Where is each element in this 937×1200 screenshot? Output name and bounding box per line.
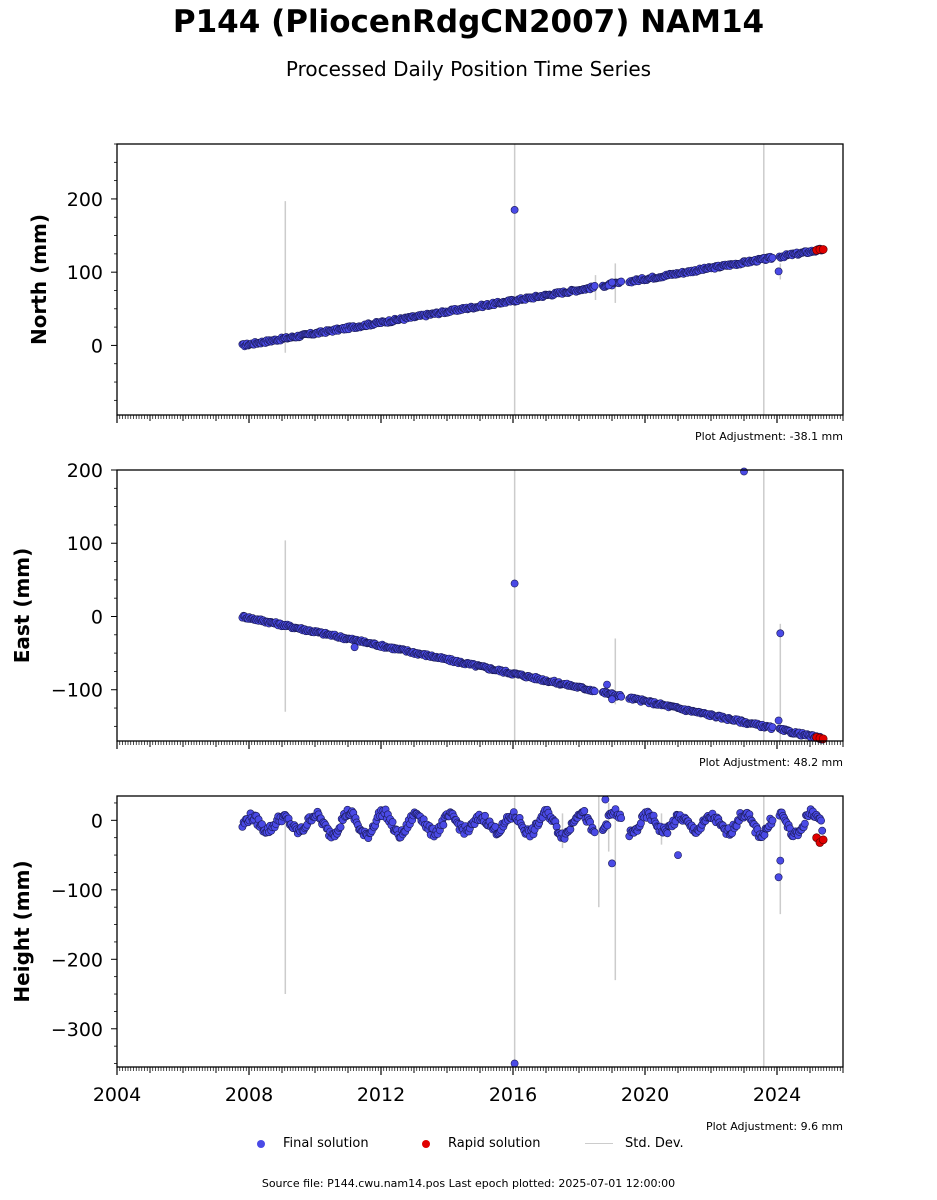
final-point — [617, 692, 626, 701]
rapid-point — [818, 835, 828, 845]
legend-std: Std. Dev. — [585, 1136, 684, 1151]
final-point — [663, 829, 672, 838]
y-tick-label: −100 — [51, 680, 103, 702]
final-point — [776, 856, 785, 865]
final-point — [388, 818, 397, 826]
final-point — [350, 643, 359, 652]
rapid-solution-marker-icon — [422, 1139, 430, 1148]
axes-frame — [116, 143, 844, 416]
final-point — [336, 823, 345, 831]
final-point — [818, 826, 827, 835]
y-axis-label: Height (mm) — [10, 860, 34, 1002]
y-tick-label: −100 — [51, 880, 103, 902]
final-point — [603, 680, 611, 689]
axes-frame — [116, 795, 844, 1068]
chart-title: P144 (PliocenRdgCN2007) NAM14 — [172, 4, 765, 40]
y-tick-label: 100 — [67, 262, 103, 284]
y-tick-label: 0 — [91, 606, 103, 628]
final-point — [590, 687, 599, 696]
final-point — [510, 579, 519, 588]
legend-final: Final solution — [257, 1136, 369, 1151]
final-point — [817, 816, 825, 825]
x-tick-label: 2012 — [357, 1084, 405, 1106]
source-footer: Source file: P144.cwu.nam14.pos Last epo… — [261, 1177, 676, 1190]
final-point — [674, 851, 682, 859]
y-tick-label: −300 — [51, 1019, 103, 1041]
x-tick-label: 2004 — [93, 1084, 141, 1106]
panel-3: −300 −200 −100 0 2004 2008 2012 2016 2020 2024 Hei… — [10, 795, 844, 1133]
x-tick-label: 2008 — [225, 1084, 273, 1106]
legend-std-label: Std. Dev. — [625, 1136, 684, 1151]
final-point — [740, 467, 748, 476]
final-point — [617, 277, 626, 286]
legend-rapid-label: Rapid solution — [448, 1136, 541, 1151]
x-tick-label: 2020 — [621, 1084, 669, 1106]
legend-rapid: Rapid solution — [422, 1136, 540, 1151]
y-tick-label: 100 — [67, 533, 103, 555]
final-point — [774, 267, 783, 276]
final-point — [590, 828, 599, 837]
rapid-point — [818, 245, 828, 254]
final-point — [491, 822, 500, 831]
final-point — [768, 723, 777, 731]
final-point — [608, 695, 616, 704]
final-point — [439, 821, 448, 829]
y-tick-label: 0 — [91, 335, 103, 357]
final-point — [601, 795, 610, 804]
y-tick-label: −200 — [51, 949, 103, 971]
final-point — [774, 716, 783, 725]
panel-1: 0 100 200 North (mm) Plot Adjustment: -38.1 … — [27, 143, 844, 443]
final-point — [776, 629, 785, 638]
final-point — [768, 816, 777, 825]
chart-subtitle: Processed Daily Position Time Series — [285, 57, 652, 81]
final-point — [510, 205, 519, 214]
std-dev-line-icon — [585, 1143, 613, 1144]
final-point — [552, 822, 561, 831]
legend: Final solution Rapid solution Std. Dev. — [0, 1136, 937, 1158]
plot-adjustment-label: Plot Adjustment: 9.6 mm — [706, 1120, 843, 1133]
legend-final-label: Final solution — [283, 1136, 369, 1151]
y-tick-label: 200 — [67, 460, 103, 482]
final-point — [774, 873, 783, 882]
y-axis-label: North (mm) — [27, 214, 51, 345]
final-point — [590, 281, 599, 290]
x-tick-label: 2016 — [489, 1084, 537, 1106]
final-point — [768, 253, 777, 262]
final-point — [608, 859, 616, 868]
x-tick-label: 2024 — [753, 1084, 801, 1106]
y-axis-label: East (mm) — [10, 548, 34, 664]
final-point — [603, 821, 612, 830]
final-point — [481, 811, 489, 820]
panel-2: −100 0 100 200 East (mm) Plot Adjustment: 48.… — [10, 460, 844, 769]
final-point — [617, 814, 626, 822]
final-solution-marker-icon — [257, 1139, 265, 1148]
final-point — [580, 807, 589, 815]
y-tick-label: 0 — [91, 810, 103, 832]
plot-adjustment-label: Plot Adjustment: -38.1 mm — [695, 430, 843, 443]
final-point — [801, 819, 809, 828]
plot-adjustment-label: Plot Adjustment: 48.2 mm — [699, 756, 843, 769]
y-tick-label: 200 — [67, 189, 103, 211]
final-point — [608, 278, 616, 287]
axes-frame — [116, 469, 844, 742]
final-point — [510, 1059, 519, 1068]
